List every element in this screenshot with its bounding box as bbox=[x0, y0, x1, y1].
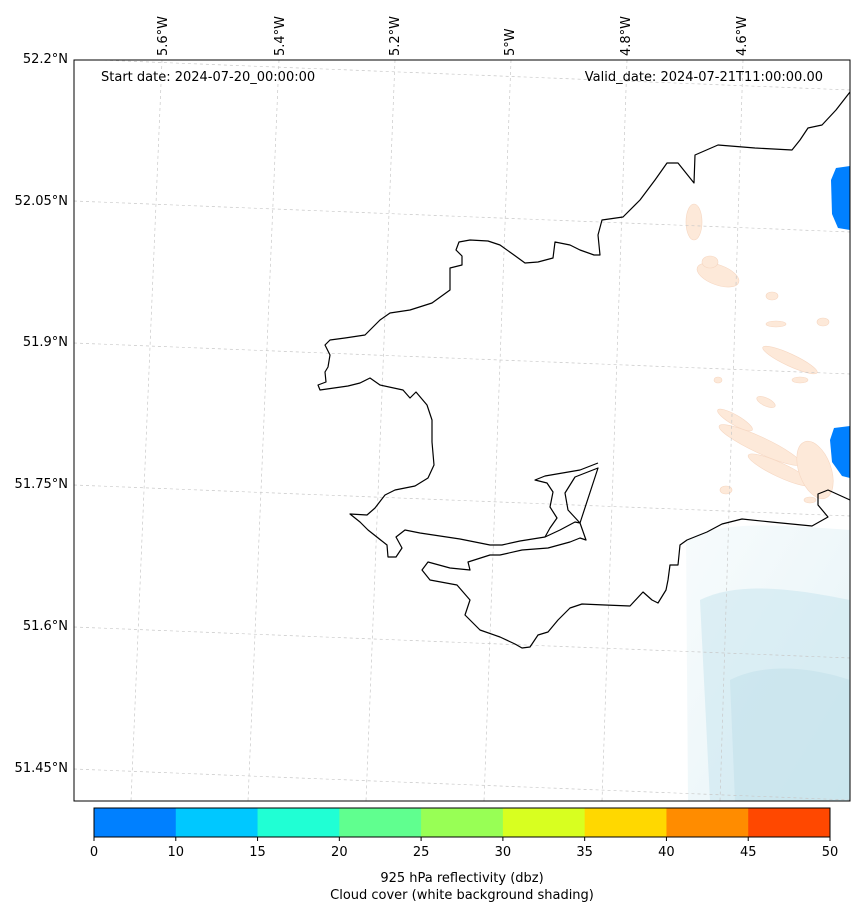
lat-label: 51.75°N bbox=[14, 477, 68, 492]
lat-label: 52.2°N bbox=[22, 52, 68, 67]
colorbar-segment bbox=[666, 808, 749, 837]
lon-label: 5°W bbox=[503, 28, 518, 56]
valid-date-label: Valid_date: 2024-07-21T11:00:00.00 bbox=[584, 70, 823, 85]
start-date-label: Start date: 2024-07-20_00:00:00 bbox=[101, 70, 316, 85]
colorbar-tick-label: 0 bbox=[89, 845, 99, 860]
lon-label: 5.4°W bbox=[273, 15, 288, 56]
coastline bbox=[317, 91, 850, 649]
colorbar-tick-label: 50 bbox=[821, 845, 839, 860]
colorbar-tick-label: 30 bbox=[494, 845, 512, 860]
colorbar-segment bbox=[502, 808, 586, 837]
lat-label: 51.6°N bbox=[22, 619, 68, 634]
lon-label: 5.2°W bbox=[388, 15, 403, 56]
colorbar-segment bbox=[257, 808, 340, 837]
light-reflectivity-echoes bbox=[685, 203, 834, 504]
map-frame bbox=[73, 59, 851, 802]
colorbar-label: 925 hPa reflectivity (dbz) bbox=[380, 871, 544, 886]
map-area bbox=[74, 60, 850, 801]
lat-label: 51.9°N bbox=[22, 335, 68, 350]
strong-reflectivity-echoes bbox=[830, 166, 850, 478]
lon-label: 4.8°W bbox=[619, 15, 634, 56]
colorbar-segment bbox=[584, 808, 667, 837]
lon-label: 5.6°W bbox=[156, 15, 171, 56]
colorbar-tick-label: 10 bbox=[167, 845, 185, 860]
colorbar-tick-label: 15 bbox=[249, 845, 266, 860]
colorbar-tick-label: 20 bbox=[331, 845, 348, 860]
colorbar-segment bbox=[94, 808, 177, 837]
colorbar-ticks bbox=[93, 837, 831, 841]
graticule bbox=[74, 60, 850, 801]
colorbar-frame bbox=[93, 807, 831, 838]
coastline-inlet bbox=[534, 462, 599, 538]
colorbar bbox=[94, 808, 831, 837]
colorbar-segment bbox=[339, 808, 422, 837]
colorbar-segment bbox=[748, 808, 831, 837]
lon-label: 4.6°W bbox=[735, 15, 750, 56]
colorbar-tick-label: 45 bbox=[739, 845, 757, 860]
colorbar-segment bbox=[175, 808, 259, 837]
lat-label: 52.05°N bbox=[14, 194, 68, 209]
colorbar-tick-label: 35 bbox=[576, 845, 593, 860]
colorbar-tick-label: 25 bbox=[412, 845, 430, 860]
colorbar-tick-label: 40 bbox=[658, 845, 675, 860]
colorbar-segment bbox=[421, 808, 504, 837]
cloud-cover-shading bbox=[686, 525, 850, 801]
colorbar-sublabel: Cloud cover (white background shading) bbox=[330, 888, 594, 903]
lat-label: 51.45°N bbox=[14, 761, 68, 776]
